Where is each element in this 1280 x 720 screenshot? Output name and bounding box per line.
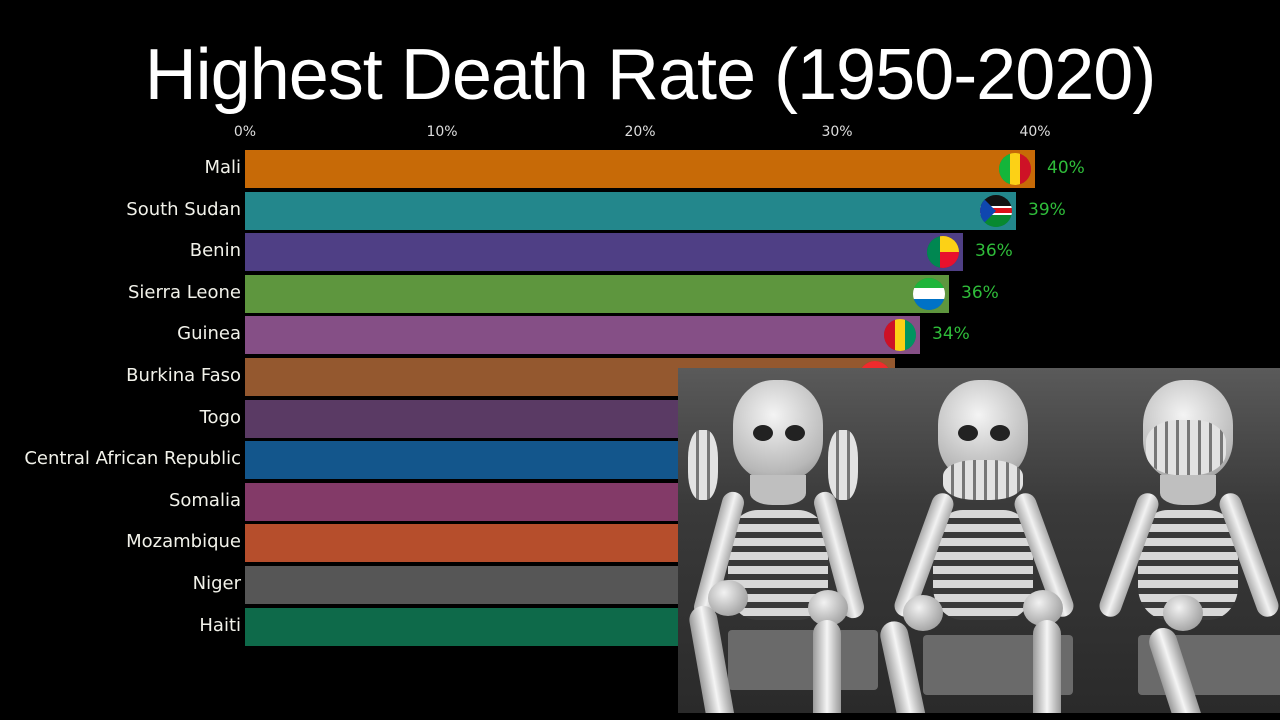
benin-flag-icon xyxy=(927,236,959,269)
south-sudan-flag-icon xyxy=(980,194,1012,227)
value-label: 40% xyxy=(1047,158,1085,178)
bar xyxy=(245,191,1016,230)
chart-row: South Sudan 39% xyxy=(0,191,1280,230)
value-label: 39% xyxy=(1028,199,1066,220)
chart-row: Benin 36% xyxy=(0,233,1280,272)
x-axis: 0% 10% 20% 30% 40% xyxy=(0,124,1280,144)
category-label: South Sudan xyxy=(126,198,241,220)
bar xyxy=(245,274,949,313)
value-label: 34% xyxy=(932,324,970,345)
category-label: Somalia xyxy=(168,489,241,511)
chart-title: Highest Death Rate (1950-2020) xyxy=(144,35,1157,115)
skeleton-hear-no-evil xyxy=(687,380,878,713)
bar xyxy=(245,316,920,355)
category-label: Sierra Leone xyxy=(127,281,241,303)
category-label: Niger xyxy=(192,573,241,594)
x-axis-tick: 0% xyxy=(233,124,257,140)
category-label: Benin xyxy=(189,240,241,262)
value-label: 36% xyxy=(975,241,1013,262)
category-label: Togo xyxy=(199,406,241,428)
category-label: Central African Republic xyxy=(24,448,241,470)
skeletons-photo-overlay xyxy=(678,368,1280,713)
skeleton-see-no-evil xyxy=(1096,380,1280,713)
chart-row: Sierra Leone 36% xyxy=(0,274,1280,313)
category-label: Burkina Faso xyxy=(126,365,241,386)
chart-row: Guinea 34% xyxy=(0,316,1280,355)
skeleton-speak-no-evil xyxy=(877,380,1077,713)
x-axis-tick: 40% xyxy=(1019,124,1051,140)
category-label: Mali xyxy=(204,157,241,178)
x-axis-tick: 10% xyxy=(426,124,458,140)
bar xyxy=(245,150,1035,188)
x-axis-tick: 30% xyxy=(821,124,853,140)
mali-flag-icon xyxy=(999,153,1031,185)
category-label: Mozambique xyxy=(126,531,241,553)
guinea-flag-icon xyxy=(884,319,916,352)
value-label: 36% xyxy=(961,282,999,303)
bar xyxy=(245,233,963,272)
x-axis-tick: 20% xyxy=(624,124,656,140)
category-label: Haiti xyxy=(199,614,241,636)
category-label: Guinea xyxy=(177,323,241,345)
sierra-leone-flag-icon xyxy=(913,277,945,310)
chart-row: Mali 40% xyxy=(0,150,1280,188)
